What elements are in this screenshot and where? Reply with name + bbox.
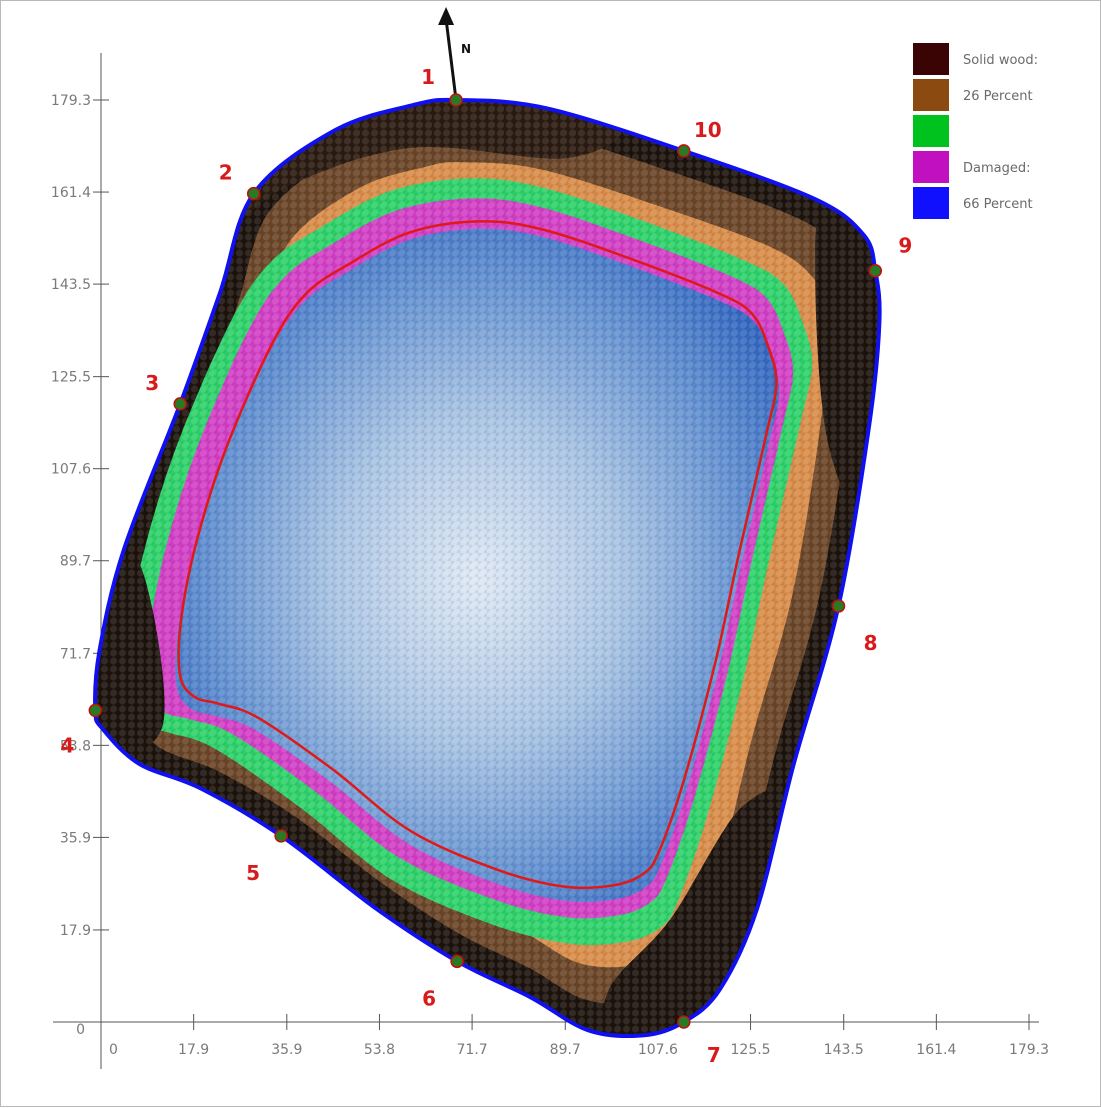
y-tick-label: 143.5 [51,277,91,293]
measurement-point-6 [450,954,464,969]
legend-label-1: Solid wood: [963,53,1038,68]
x-tick-label: 17.9 [178,1042,209,1058]
y-tick-label: 53.8 [60,738,91,754]
x-tick-label: 35.9 [271,1042,302,1058]
legend-swatch-3 [913,115,949,147]
y-tick-label: 71.7 [60,646,91,662]
x-tick-label: 71.7 [457,1042,488,1058]
north-arrow-shaft [444,18,458,101]
measurement-point-3 [173,397,187,411]
point-label-3: 3 [145,371,159,395]
legend-swatch-2 [913,79,949,111]
measurement-point-9 [868,263,883,278]
y-tick-label: 125.5 [51,370,91,386]
point-label-5: 5 [246,861,260,885]
x-tick-label: 107.6 [638,1042,678,1058]
damage-map [95,99,880,1037]
point-label-4: 4 [60,733,74,757]
x-tick-label: 0 [109,1042,118,1058]
legend-swatch-4 [913,151,949,183]
legend-label-5: 66 Percent [963,197,1033,212]
overlay-group: N 1 10 9 8 7 6 5 4 3 2 [60,7,912,1067]
hex-texture [95,99,880,1037]
x-tick-label: 89.7 [550,1042,581,1058]
measurement-point-5 [274,829,288,843]
y-tick-label: 179.3 [51,93,91,109]
legend-label-2: 26 Percent [963,89,1033,104]
x-tick-label: 53.8 [364,1042,395,1058]
point-label-8: 8 [864,631,878,655]
y-tick-label: 35.9 [60,830,91,846]
point-label-7: 7 [707,1043,721,1067]
measurement-point-2 [246,186,261,201]
y-tick-label: 89.7 [60,554,91,570]
measurement-point-7 [677,1015,691,1029]
legend-label-4: Damaged: [963,161,1031,176]
inner-contour-line [177,220,778,890]
x-tick-label: 143.5 [824,1042,864,1058]
damage-map-clipped [95,99,880,1037]
legend-swatch-5 [913,187,949,219]
y-tick-label: 17.9 [60,923,91,939]
point-label-10: 10 [694,118,722,142]
point-label-9: 9 [898,234,912,258]
north-label: N [461,42,471,56]
measurement-point-4 [88,703,103,718]
y-tick-label: 107.6 [51,462,91,478]
x-tick-label: 161.4 [916,1042,956,1058]
north-arrow-icon [438,7,455,25]
measurement-point-10 [677,144,691,158]
legend-swatch-1 [913,43,949,75]
x-tick-label: 179.3 [1009,1042,1049,1058]
measurement-point-1 [449,93,463,107]
x-tick-label: 125.5 [731,1042,771,1058]
point-label-1: 1 [421,65,435,89]
point-label-2: 2 [219,161,233,185]
y-tick-label: 0 [76,1022,85,1038]
axes-group: 0 17.9 35.9 53.8 71.7 89.7 107.6 125.5 143.5 161.… [51,53,1049,1069]
point-label-6: 6 [422,986,436,1010]
measurement-point-8 [831,599,846,613]
legend: Solid wood: 26 Percent Damaged: 66 Percent [913,43,1038,219]
y-tick-label: 161.4 [51,185,91,201]
